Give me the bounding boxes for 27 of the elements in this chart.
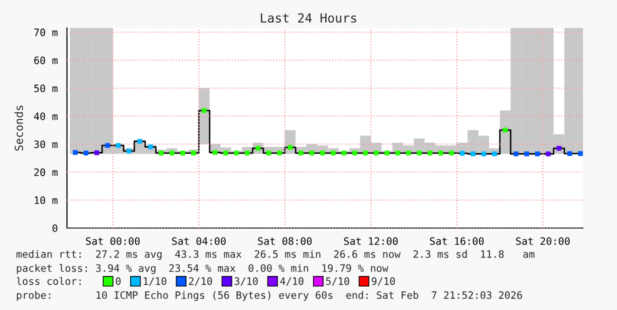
y-tick-label: 10 m [34,196,58,204]
legend-label: 9/10 [372,277,395,286]
legend-title: loss color: [16,277,81,285]
legend-label: 2/10 [189,277,212,286]
x-tick-label: Sat 16:00 [430,237,484,245]
text: packet loss: 3.94 % avg 23.54 % max 0.00 % min 19.79 % now [16,264,388,274]
x-tick-label: Sat 20:00 [516,237,570,245]
y-tick-label: 50 m [34,84,58,92]
y-tick-label: 60 m [34,56,58,64]
x-tick-label: Sat 08:00 [258,237,312,245]
x-tick-label: Sat 04:00 [172,237,226,245]
legend-label: 1/10 [144,277,166,286]
chart-title: Last 24 Hours [260,13,356,23]
x-tick-label: Sat 12:00 [344,237,398,245]
y-axis-title: Seconds [14,106,24,151]
x-tick-label: Sat 00:00 [86,237,140,245]
legend-label: 4/10 [280,277,304,286]
y-tick-label: 70 m [34,28,58,36]
y-tick-label: 40 m [34,112,58,120]
legend-label: 3/10 [234,277,258,286]
y-tick-label: 0 [52,224,58,232]
y-tick-label: 30 m [34,140,58,148]
text: median rtt: 27.2 ms avg 43.3 ms max 26.5 ms min 26.6 ms now 2.3 ms sd 11.8 am [16,250,534,260]
text: probe: 10 ICMP Echo Pings (56 Bytes) every 60s end: Sat Feb 7 21:52:03 2026 [16,291,522,301]
y-tick-label: 20 m [34,168,58,176]
legend-label: 5/10 [326,277,350,286]
legend-label: 0 [116,277,121,285]
